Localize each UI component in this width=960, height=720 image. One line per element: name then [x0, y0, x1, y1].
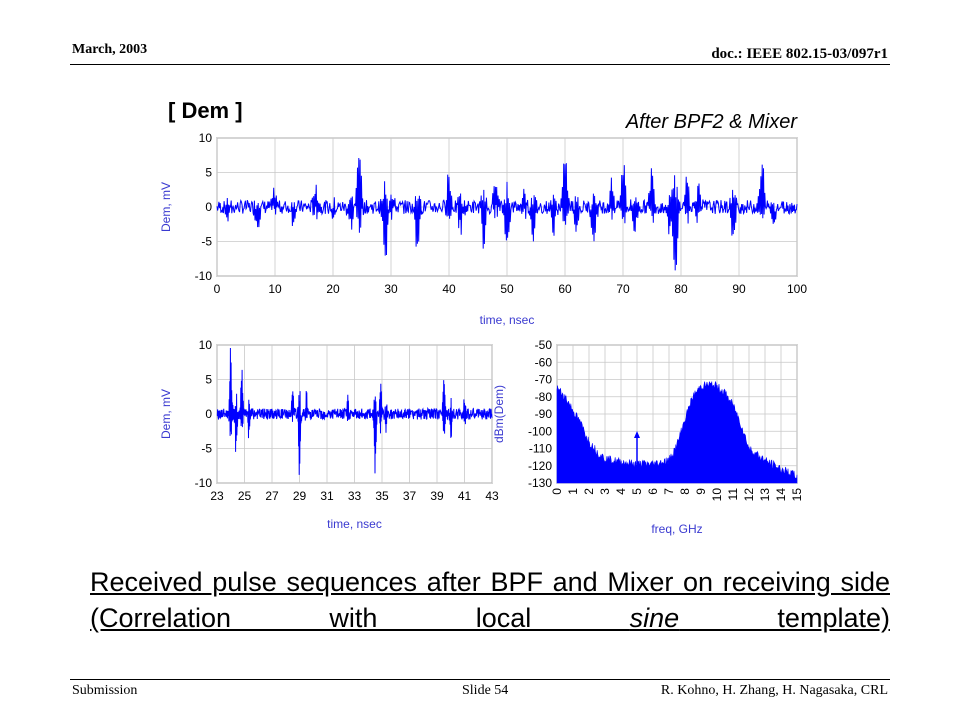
- y-tick-label: -50: [535, 338, 553, 352]
- x-axis-title: freq, GHz: [651, 522, 702, 536]
- caption-text-2: template): [679, 603, 890, 633]
- x-tick-label: 3: [598, 488, 612, 495]
- x-tick-label: 13: [758, 488, 772, 502]
- footer-authors: R. Kohno, H. Zhang, H. Nagasaka, CRL: [660, 683, 888, 698]
- x-tick-label: 27: [265, 489, 279, 503]
- footer-submission: Submission: [72, 683, 138, 698]
- y-tick-label: -70: [535, 373, 553, 387]
- y-tick-label: -80: [535, 390, 553, 404]
- x-tick-label: 23: [210, 489, 224, 503]
- x-tick-label: 37: [403, 489, 417, 503]
- y-tick-label: 10: [199, 131, 213, 145]
- x-tick-label: 30: [384, 282, 398, 296]
- header-rule: [70, 64, 890, 65]
- x-axis-title: time, nsec: [480, 313, 535, 327]
- x-tick-label: 39: [430, 489, 444, 503]
- x-tick-label: 70: [616, 282, 630, 296]
- x-tick-label: 0: [550, 488, 564, 495]
- x-tick-label: 7: [662, 488, 676, 495]
- y-tick-label: -10: [195, 476, 213, 490]
- caption: Received pulse sequences after BPF and M…: [90, 564, 890, 636]
- figure-label: [ Dem ]: [168, 98, 243, 123]
- figure-title: After BPF2 & Mixer: [625, 111, 798, 133]
- x-tick-label: 60: [558, 282, 572, 296]
- x-tick-label: 80: [674, 282, 688, 296]
- y-tick-label: 10: [199, 338, 213, 352]
- x-tick-label: 20: [326, 282, 340, 296]
- x-tick-label: 10: [710, 488, 724, 502]
- x-tick-label: 31: [320, 489, 334, 503]
- x-tick-label: 35: [375, 489, 389, 503]
- spectrum-area: [556, 380, 798, 484]
- x-tick-label: 0: [214, 282, 221, 296]
- y-tick-label: -5: [201, 442, 212, 456]
- y-tick-label: 0: [205, 200, 212, 214]
- x-tick-label: 6: [646, 488, 660, 495]
- marker-arrowhead: [634, 431, 640, 439]
- y-tick-label: 0: [205, 407, 212, 421]
- x-tick-label: 11: [726, 488, 740, 501]
- y-axis-title: Dem, mV: [159, 389, 173, 439]
- signal-trace: [216, 347, 493, 475]
- x-tick-label: 90: [732, 282, 746, 296]
- x-tick-label: 100: [787, 282, 807, 296]
- y-tick-label: -90: [535, 407, 553, 421]
- caption-emphasis: sine: [629, 603, 680, 633]
- x-tick-label: 8: [678, 488, 692, 495]
- x-axis-title: time, nsec: [327, 517, 382, 531]
- header-doc-id: doc.: IEEE 802.15-03/097r1: [711, 46, 888, 62]
- x-tick-label: 29: [293, 489, 307, 503]
- y-tick-label: -5: [201, 235, 212, 249]
- y-tick-label: -60: [535, 355, 553, 369]
- y-tick-label: 5: [205, 373, 212, 387]
- y-tick-label: -120: [528, 459, 552, 473]
- x-tick-label: 33: [348, 489, 362, 503]
- y-tick-label: -100: [528, 424, 552, 438]
- x-tick-label: 40: [442, 282, 456, 296]
- signal-trace: [216, 157, 798, 271]
- y-tick-label: -10: [195, 269, 213, 283]
- x-tick-label: 41: [458, 489, 472, 503]
- x-tick-label: 12: [742, 488, 756, 502]
- footer-slide-number: Slide 54: [462, 683, 509, 698]
- x-tick-label: 25: [238, 489, 252, 503]
- x-tick-label: 50: [500, 282, 514, 296]
- y-axis-title: dBm(Dem): [492, 385, 506, 443]
- x-tick-label: 14: [774, 488, 788, 502]
- x-tick-label: 9: [694, 488, 708, 495]
- x-tick-label: 43: [485, 489, 499, 503]
- y-tick-label: -130: [528, 476, 552, 490]
- x-tick-label: 5: [630, 488, 644, 495]
- y-axis-title: Dem, mV: [159, 182, 173, 232]
- y-tick-label: -110: [529, 442, 552, 456]
- header-date: March, 2003: [72, 42, 148, 57]
- x-tick-label: 10: [268, 282, 282, 296]
- caption-text-1: Received pulse sequences after BPF and M…: [90, 567, 890, 633]
- x-tick-label: 2: [582, 488, 596, 495]
- x-tick-label: 4: [614, 488, 628, 495]
- x-tick-label: 1: [566, 488, 580, 495]
- footer-rule: [70, 679, 890, 680]
- x-tick-label: 15: [790, 488, 804, 502]
- y-tick-label: 5: [205, 166, 212, 180]
